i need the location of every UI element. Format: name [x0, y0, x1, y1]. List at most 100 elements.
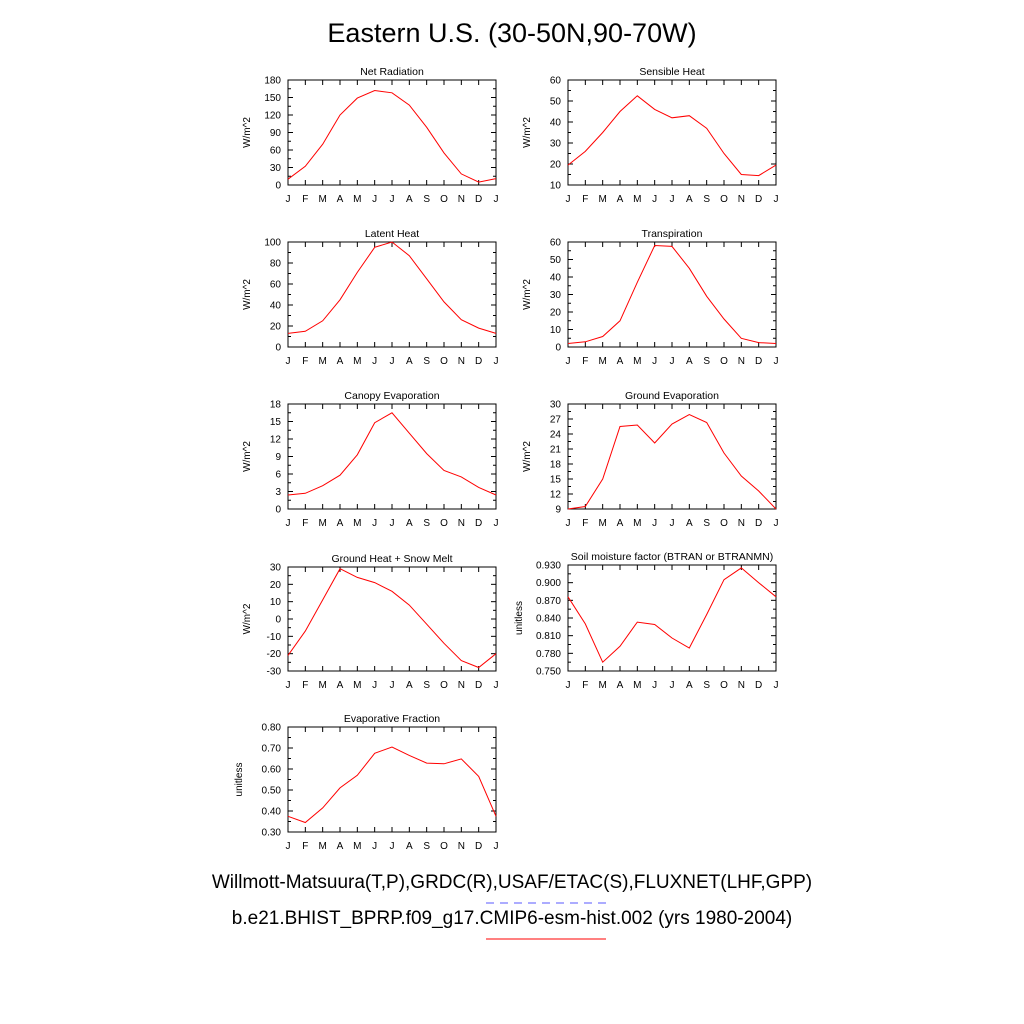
panel-0-xtick-label: M — [353, 194, 361, 205]
panel-6-xtick-label: M — [318, 680, 326, 691]
panel-8-ylabel: unitless — [234, 763, 245, 797]
panel-4-xtick-label: J — [286, 518, 291, 529]
panel-4-xtick-label: N — [458, 518, 465, 529]
panel-3-xtick-label: S — [703, 356, 710, 367]
panel-0-xtick-label: F — [302, 194, 308, 205]
panel-4-frame — [287, 403, 497, 510]
panel-6-xtick-label: N — [458, 680, 465, 691]
panel-3-ylabel: W/m^2 — [522, 279, 533, 310]
panel-5-xtick-label: J — [670, 518, 675, 529]
panel-4-ytick-label: 15 — [270, 417, 282, 428]
panel-8-ytick-label: 0.80 — [262, 723, 282, 734]
panel-6-ytick-label: -10 — [267, 632, 282, 643]
panel-4-xtick-label: M — [318, 518, 326, 529]
panel-0-ytick-label: 90 — [270, 128, 282, 139]
panel-1-ytick-label: 20 — [550, 160, 562, 171]
panel-8-ytick-label: 0.40 — [262, 807, 282, 818]
panel-7-ytick-label: 0.840 — [536, 614, 561, 625]
panel-0-xtick-label: J — [494, 194, 499, 205]
panel-5-ytick-label: 12 — [550, 490, 562, 501]
panel-8-ytick-label: 0.60 — [262, 765, 282, 776]
panel-4-xtick-label: D — [475, 518, 482, 529]
panel-7-series-line — [567, 567, 777, 664]
panel-7-xtick-label: O — [720, 680, 728, 691]
panel-3-xtick-label: A — [686, 356, 693, 367]
panel-2-xtick-label: N — [458, 356, 465, 367]
panel-4-xtick-label: A — [337, 518, 344, 529]
panel-8-xtick-label: A — [406, 841, 413, 852]
panel-4-ytick-label: 12 — [270, 435, 282, 446]
panel-4-ytick-label: 0 — [275, 505, 281, 516]
panel-2-xtick-label: J — [390, 356, 395, 367]
panel-4-xtick-label: J — [390, 518, 395, 529]
panel-0-series-line — [287, 89, 497, 183]
figure-title: Eastern U.S. (30-50N,90-70W) — [327, 18, 697, 48]
panel-1-xtick-label: M — [633, 194, 641, 205]
panel-7-xtick-label: F — [582, 680, 588, 691]
panel-2-xtick-label: J — [372, 356, 377, 367]
panel-3-xtick-label: J — [652, 356, 657, 367]
panel-5-ytick-label: 18 — [550, 460, 562, 471]
panel-8-ytick-label: 0.70 — [262, 744, 282, 755]
panel-6-ytick-label: -30 — [267, 667, 282, 678]
panel-2-xtick-label: D — [475, 356, 482, 367]
panel-2-xtick-label: J — [286, 356, 291, 367]
panel-5-ytick-label: 15 — [550, 475, 562, 486]
panel-1-xtick-label: A — [686, 194, 693, 205]
panel-4-ytick-label: 6 — [275, 470, 281, 481]
panel-4-xtick-label: J — [494, 518, 499, 529]
panel-7-ytick-label: 0.750 — [536, 667, 561, 678]
panel-1-xtick-label: D — [755, 194, 762, 205]
panel-6-xtick-label: O — [440, 680, 448, 691]
panel-2-xtick-label: O — [440, 356, 448, 367]
panel-3-ytick-label: 50 — [550, 255, 562, 266]
legend-label-observations: Willmott-Matsuura(T,P),GRDC(R),USAF/ETAC… — [211, 872, 813, 893]
panel-8-ytick-label: 0.50 — [262, 786, 282, 797]
panel-5-frame — [567, 403, 777, 510]
panel-6-xtick-label: D — [475, 680, 482, 691]
panel-2-xtick-label: J — [494, 356, 499, 367]
panel-1-title: Sensible Heat — [639, 66, 704, 78]
panel-6-ytick-label: 0 — [275, 615, 281, 626]
panel-2-title: Latent Heat — [365, 228, 419, 240]
panel-8-xtick-label: N — [458, 841, 465, 852]
panel-3-xtick-label: N — [738, 356, 745, 367]
panel-6-xtick-label: F — [302, 680, 308, 691]
panel-0-xtick-label: O — [440, 194, 448, 205]
panel-2-series-line — [287, 241, 497, 334]
panel-5-xtick-label: M — [633, 518, 641, 529]
panel-2-ytick-label: 20 — [270, 322, 282, 333]
panel-3-ytick-label: 60 — [550, 238, 562, 249]
panel-3-ytick-label: 0 — [555, 343, 561, 354]
panel-5-ytick-label: 9 — [555, 505, 561, 516]
panel-5-xtick-label: J — [652, 518, 657, 529]
panel-1-ytick-label: 40 — [550, 118, 562, 129]
panel-5-xtick-label: O — [720, 518, 728, 529]
panel-6-xtick-label: M — [353, 680, 361, 691]
panel-3-xtick-label: J — [566, 356, 571, 367]
panel-4-xtick-label: J — [372, 518, 377, 529]
panel-5-ytick-label: 27 — [550, 415, 562, 426]
panel-7-xtick-label: J — [652, 680, 657, 691]
panel-8-xtick-label: O — [440, 841, 448, 852]
panel-7-ytick-label: 0.810 — [536, 631, 561, 642]
panel-6-ytick-label: -20 — [267, 649, 282, 660]
panel-4-ytick-label: 9 — [275, 452, 281, 463]
panel-3-series-line — [567, 244, 777, 344]
panel-2-ytick-label: 0 — [275, 343, 281, 354]
panel-6-xtick-label: A — [337, 680, 344, 691]
panel-3-xtick-label: F — [582, 356, 588, 367]
panel-3-xtick-label: O — [720, 356, 728, 367]
panel-7-ytick-label: 0.900 — [536, 578, 561, 589]
legend-entry-observations: Willmott-Matsuura(T,P),GRDC(R),USAF/ETAC… — [0, 872, 1024, 894]
panel-1-ytick-label: 60 — [550, 76, 562, 87]
panel-2-xtick-label: F — [302, 356, 308, 367]
panel-0-xtick-label: A — [406, 194, 413, 205]
panel-3-ytick-label: 10 — [550, 325, 562, 336]
panel-0-xtick-label: J — [286, 194, 291, 205]
panel-8-xtick-label: J — [286, 841, 291, 852]
panel-2-xtick-label: M — [318, 356, 326, 367]
panel-5-xtick-label: D — [755, 518, 762, 529]
panel-0-xtick-label: D — [475, 194, 482, 205]
